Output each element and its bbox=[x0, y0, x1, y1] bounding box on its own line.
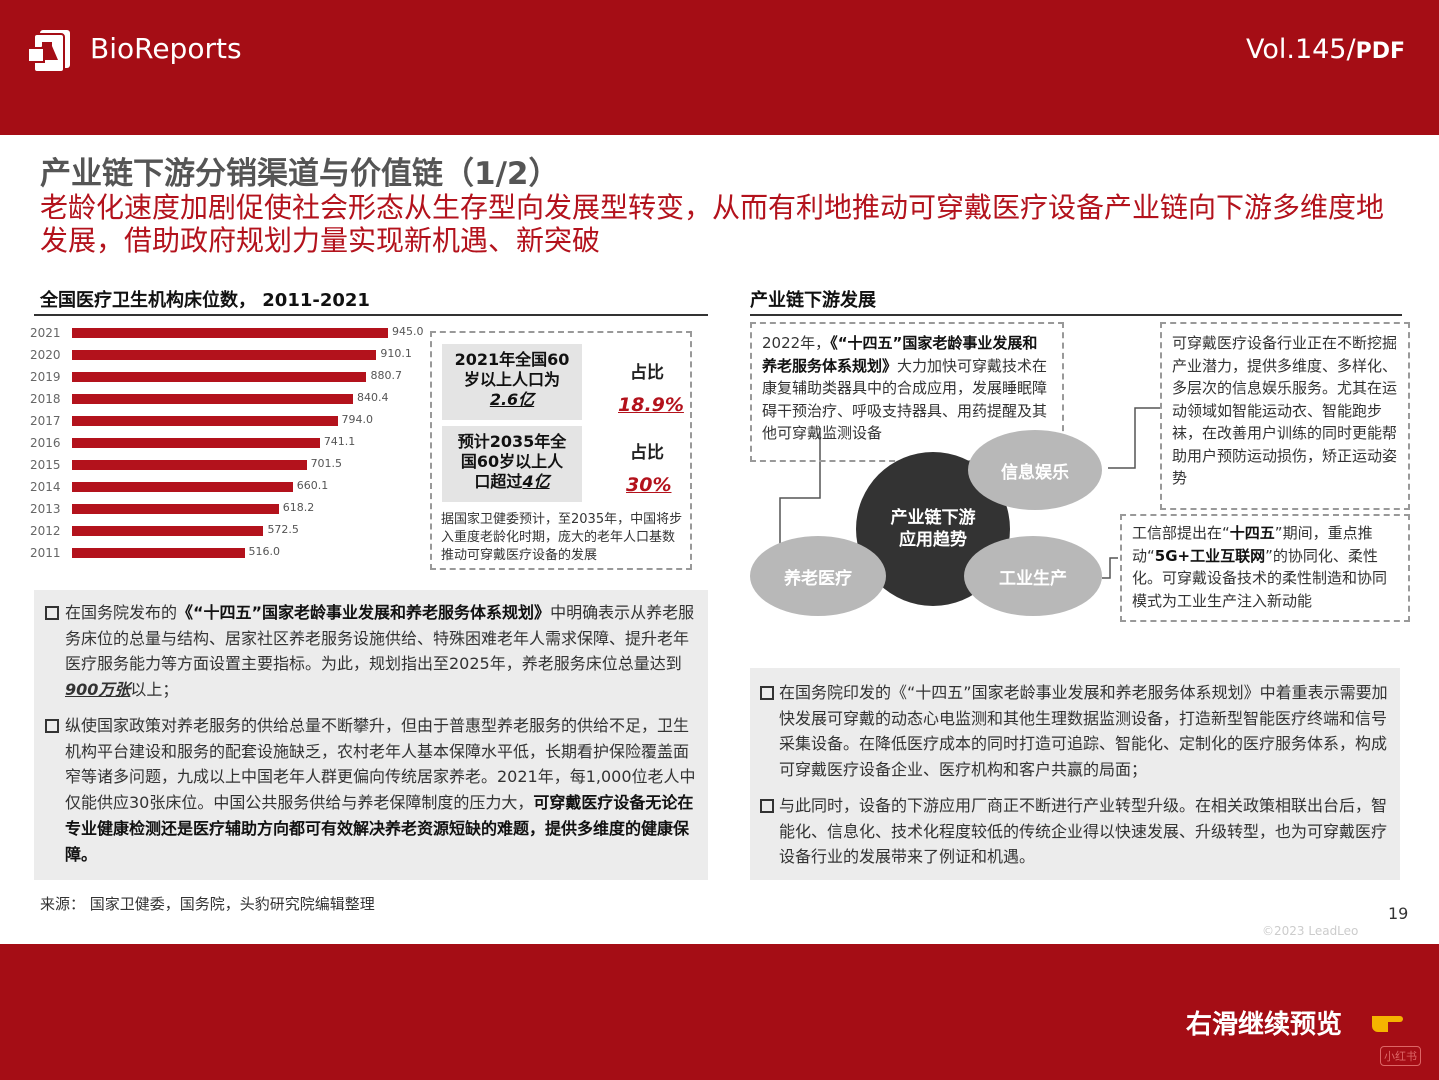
bar-year-label: 2018 bbox=[30, 392, 61, 406]
bar-value-label: 945.0 bbox=[392, 325, 424, 338]
bar bbox=[72, 504, 279, 514]
bar-value-label: 572.5 bbox=[267, 523, 299, 536]
bar bbox=[72, 328, 388, 338]
bar-year-label: 2021 bbox=[30, 326, 61, 340]
checkbox-bullet-icon bbox=[45, 719, 59, 733]
bar-year-label: 2016 bbox=[30, 436, 61, 450]
bar bbox=[72, 526, 264, 536]
checkbox-bullet-icon bbox=[760, 799, 774, 813]
checkbox-bullet-icon bbox=[760, 686, 774, 700]
left-bullet-1: 在国务院发布的《“十四五”国家老龄事业发展和养老服务体系规划》中明确表示从养老服… bbox=[65, 603, 695, 700]
right-bullet-1: 在国务院印发的《“十四五”国家老龄事业发展和养老服务体系规划》中着重表示需要加快… bbox=[779, 683, 1388, 780]
source-note: 来源： 国家卫健委，国务院，头豹研究院编辑整理 bbox=[40, 895, 375, 913]
downstream-section-title: 产业链下游发展 bbox=[750, 290, 876, 311]
circle-industrial: 工业生产 bbox=[964, 536, 1102, 616]
bar-value-label: 741.1 bbox=[323, 435, 356, 448]
bar-row: 2012 572.5 bbox=[30, 520, 430, 542]
bar-value-label: 516.0 bbox=[248, 545, 281, 558]
diagram-connectors bbox=[779, 407, 1160, 579]
bar bbox=[72, 482, 293, 492]
bar-value-label: 880.7 bbox=[370, 369, 402, 382]
bar bbox=[72, 416, 338, 426]
page-title: 产业链下游分销渠道与价值链（1/2） bbox=[40, 156, 560, 192]
ratio-value-2021: 18.9% bbox=[618, 394, 684, 416]
industry-box: 工信部提出在“十四五”期间，重点推动“5G+工业互联网”的协同化、柔性化。可穿戴… bbox=[1120, 514, 1410, 622]
bar-value-label: 794.0 bbox=[341, 413, 374, 426]
bar-value-label: 910.1 bbox=[380, 347, 412, 360]
circle-elderly-care: 养老医疗 bbox=[750, 536, 886, 616]
bar-year-label: 2011 bbox=[30, 546, 61, 560]
header-band bbox=[0, 0, 1439, 135]
right-text-panel bbox=[750, 668, 1400, 880]
right-bullet-2: 与此同时，设备的下游应用厂商正不断进行产业转型升级。在相关政策相联出台后，智能化… bbox=[779, 796, 1388, 867]
bar-row: 2011 516.0 bbox=[30, 542, 430, 564]
bar-row: 2015 701.5 bbox=[30, 454, 430, 476]
bar bbox=[72, 350, 377, 360]
bar-year-label: 2017 bbox=[30, 414, 61, 428]
bar-year-label: 2012 bbox=[30, 524, 61, 538]
brand-name: BioReports bbox=[90, 32, 242, 65]
stat-2035-population: 预计2035年全 国60岁以上人 口超过4亿 bbox=[442, 426, 582, 502]
bar bbox=[72, 438, 320, 448]
bar-value-label: 618.2 bbox=[282, 501, 315, 514]
bar bbox=[72, 372, 367, 382]
downstream-section-divider bbox=[750, 314, 1402, 316]
chart-section-title: 全国医疗卫生机构床位数， 2011-2021 bbox=[40, 290, 370, 311]
bar-row: 2019 880.7 bbox=[30, 366, 430, 388]
bar-year-label: 2020 bbox=[30, 348, 61, 362]
bar-year-label: 2014 bbox=[30, 480, 61, 494]
bar bbox=[72, 548, 245, 558]
copyright: ©2023 LeadLeo bbox=[1262, 924, 1359, 938]
ratio-label-2: 占比 bbox=[630, 443, 664, 463]
bar-year-label: 2019 bbox=[30, 370, 61, 384]
left-text-panel bbox=[34, 590, 708, 880]
chart-section-divider bbox=[34, 314, 708, 316]
checkbox-bullet-icon bbox=[45, 606, 59, 620]
bar-value-label: 660.1 bbox=[296, 479, 329, 492]
bar-row: 2018 840.4 bbox=[30, 388, 430, 410]
footer-band bbox=[0, 944, 1439, 1080]
bar-row: 2020 910.1 bbox=[30, 344, 430, 366]
bar-row: 2021 945.0 bbox=[30, 322, 430, 344]
elderly-stats-callout bbox=[430, 331, 692, 570]
bar-row: 2016 741.1 bbox=[30, 432, 430, 454]
callout-note: 据国家卫健委预计，至2035年，中国将步入重度老龄化时期，庞大的老年人口基数推动… bbox=[441, 512, 683, 563]
bar-row: 2013 618.2 bbox=[30, 498, 430, 520]
volume-label: Vol.145/PDF bbox=[1245, 34, 1405, 65]
circle-entertainment: 信息娱乐 bbox=[968, 430, 1102, 510]
bar bbox=[72, 460, 307, 470]
bar-value-label: 840.4 bbox=[357, 391, 389, 404]
bar bbox=[72, 394, 354, 404]
bioreports-logo-icon bbox=[27, 30, 70, 72]
ratio-label-1: 占比 bbox=[630, 363, 664, 383]
ratio-value-2035: 30% bbox=[626, 474, 672, 496]
bed-count-bar-chart: 2021 945.0 2020 910.1 2019 880.7 2018 840.4 2017… bbox=[0, 322, 430, 562]
bar-year-label: 2013 bbox=[30, 502, 61, 516]
left-bullet-2: 纵使国家政策对养老服务的供给总量不断攀升，但由于普惠型养老服务的供给不足，卫生机… bbox=[65, 716, 696, 864]
bar-value-label: 701.5 bbox=[310, 457, 343, 470]
entertainment-box: 可穿戴医疗设备行业正在不断挖掘产业潜力，提供多维度、多样化、多层次的信息娱乐服务… bbox=[1160, 322, 1410, 510]
pointing-hand-icon bbox=[1372, 1016, 1403, 1032]
pdf-label: PDF bbox=[1355, 39, 1405, 64]
bar-year-label: 2015 bbox=[30, 458, 61, 472]
bar-row: 2017 794.0 bbox=[30, 410, 430, 432]
watermark: 小红书 bbox=[1380, 1046, 1421, 1066]
page-number: 19 bbox=[1388, 904, 1409, 923]
stat-2021-population: 2021年全国60 岁以上人口为 2.6亿 bbox=[442, 344, 582, 420]
page-subtitle: 老龄化速度加剧促使社会形态从生存型向发展型转变，从而有利地推动可穿戴医疗设备产业… bbox=[40, 191, 1385, 257]
swipe-hint: 右滑继续预览 bbox=[1186, 1010, 1343, 1040]
bar-row: 2014 660.1 bbox=[30, 476, 430, 498]
